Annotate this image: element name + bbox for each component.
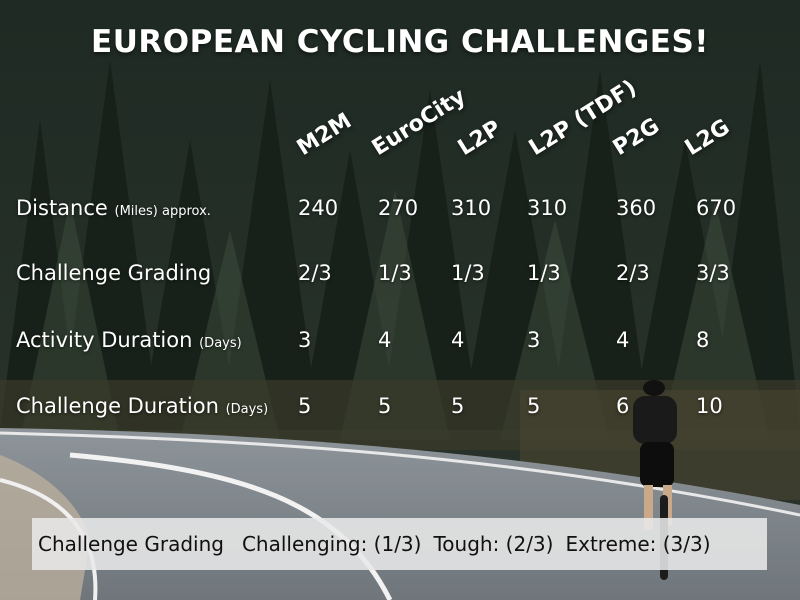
activity-m2m: 3 [298, 328, 312, 352]
duration-l2g: 10 [696, 394, 723, 418]
activity-eurocity: 4 [378, 328, 392, 352]
legend-title: Challenge Grading [38, 532, 224, 556]
duration-l2p-tdf: 5 [527, 394, 541, 418]
grading-l2p: 1/3 [451, 261, 485, 285]
row-label-text: Challenge Grading [16, 261, 212, 285]
row-label-distance: Distance (Miles) approx. [16, 196, 211, 220]
row-unit: (Days) [199, 336, 242, 351]
distance-l2p-tdf: 310 [527, 196, 568, 220]
grading-eurocity: 1/3 [378, 261, 412, 285]
page-title: EUROPEAN CYCLING CHALLENGES! [91, 24, 709, 60]
duration-p2g: 6 [616, 394, 630, 418]
legend-item-challenging: Challenging: (1/3) [241, 532, 422, 556]
row-label-challenge-grading: Challenge Grading [16, 261, 211, 285]
grading-legend: Challenge Grading Challenging: (1/3) Tou… [32, 518, 767, 570]
activity-l2p: 4 [451, 328, 465, 352]
duration-l2p: 5 [451, 394, 465, 418]
row-unit: (Miles) approx. [114, 204, 211, 219]
activity-l2p-tdf: 3 [527, 328, 541, 352]
distance-m2m: 240 [298, 196, 339, 220]
grading-p2g: 2/3 [616, 261, 650, 285]
duration-eurocity: 5 [378, 394, 392, 418]
row-label-text: Activity Duration [16, 328, 193, 352]
duration-m2m: 5 [298, 394, 312, 418]
legend-item-extreme: Extreme: (3/3) [565, 532, 711, 556]
distance-l2p: 310 [451, 196, 492, 220]
row-label-activity-duration: Activity Duration (Days) [16, 328, 242, 352]
row-label-text: Distance [16, 196, 108, 220]
row-label-text: Challenge Duration [16, 394, 219, 418]
row-label-challenge-duration: Challenge Duration (Days) [16, 394, 268, 418]
row-unit: (Days) [225, 402, 269, 417]
activity-p2g: 4 [616, 328, 630, 352]
grading-l2p-tdf: 1/3 [527, 261, 561, 285]
distance-eurocity: 270 [378, 196, 419, 220]
legend-item-tough: Tough: (2/3) [433, 532, 554, 556]
distance-p2g: 360 [616, 196, 657, 220]
distance-l2g: 670 [696, 196, 737, 220]
grading-l2g: 3/3 [696, 261, 730, 285]
activity-l2g: 8 [696, 328, 710, 352]
grading-m2m: 2/3 [298, 261, 332, 285]
